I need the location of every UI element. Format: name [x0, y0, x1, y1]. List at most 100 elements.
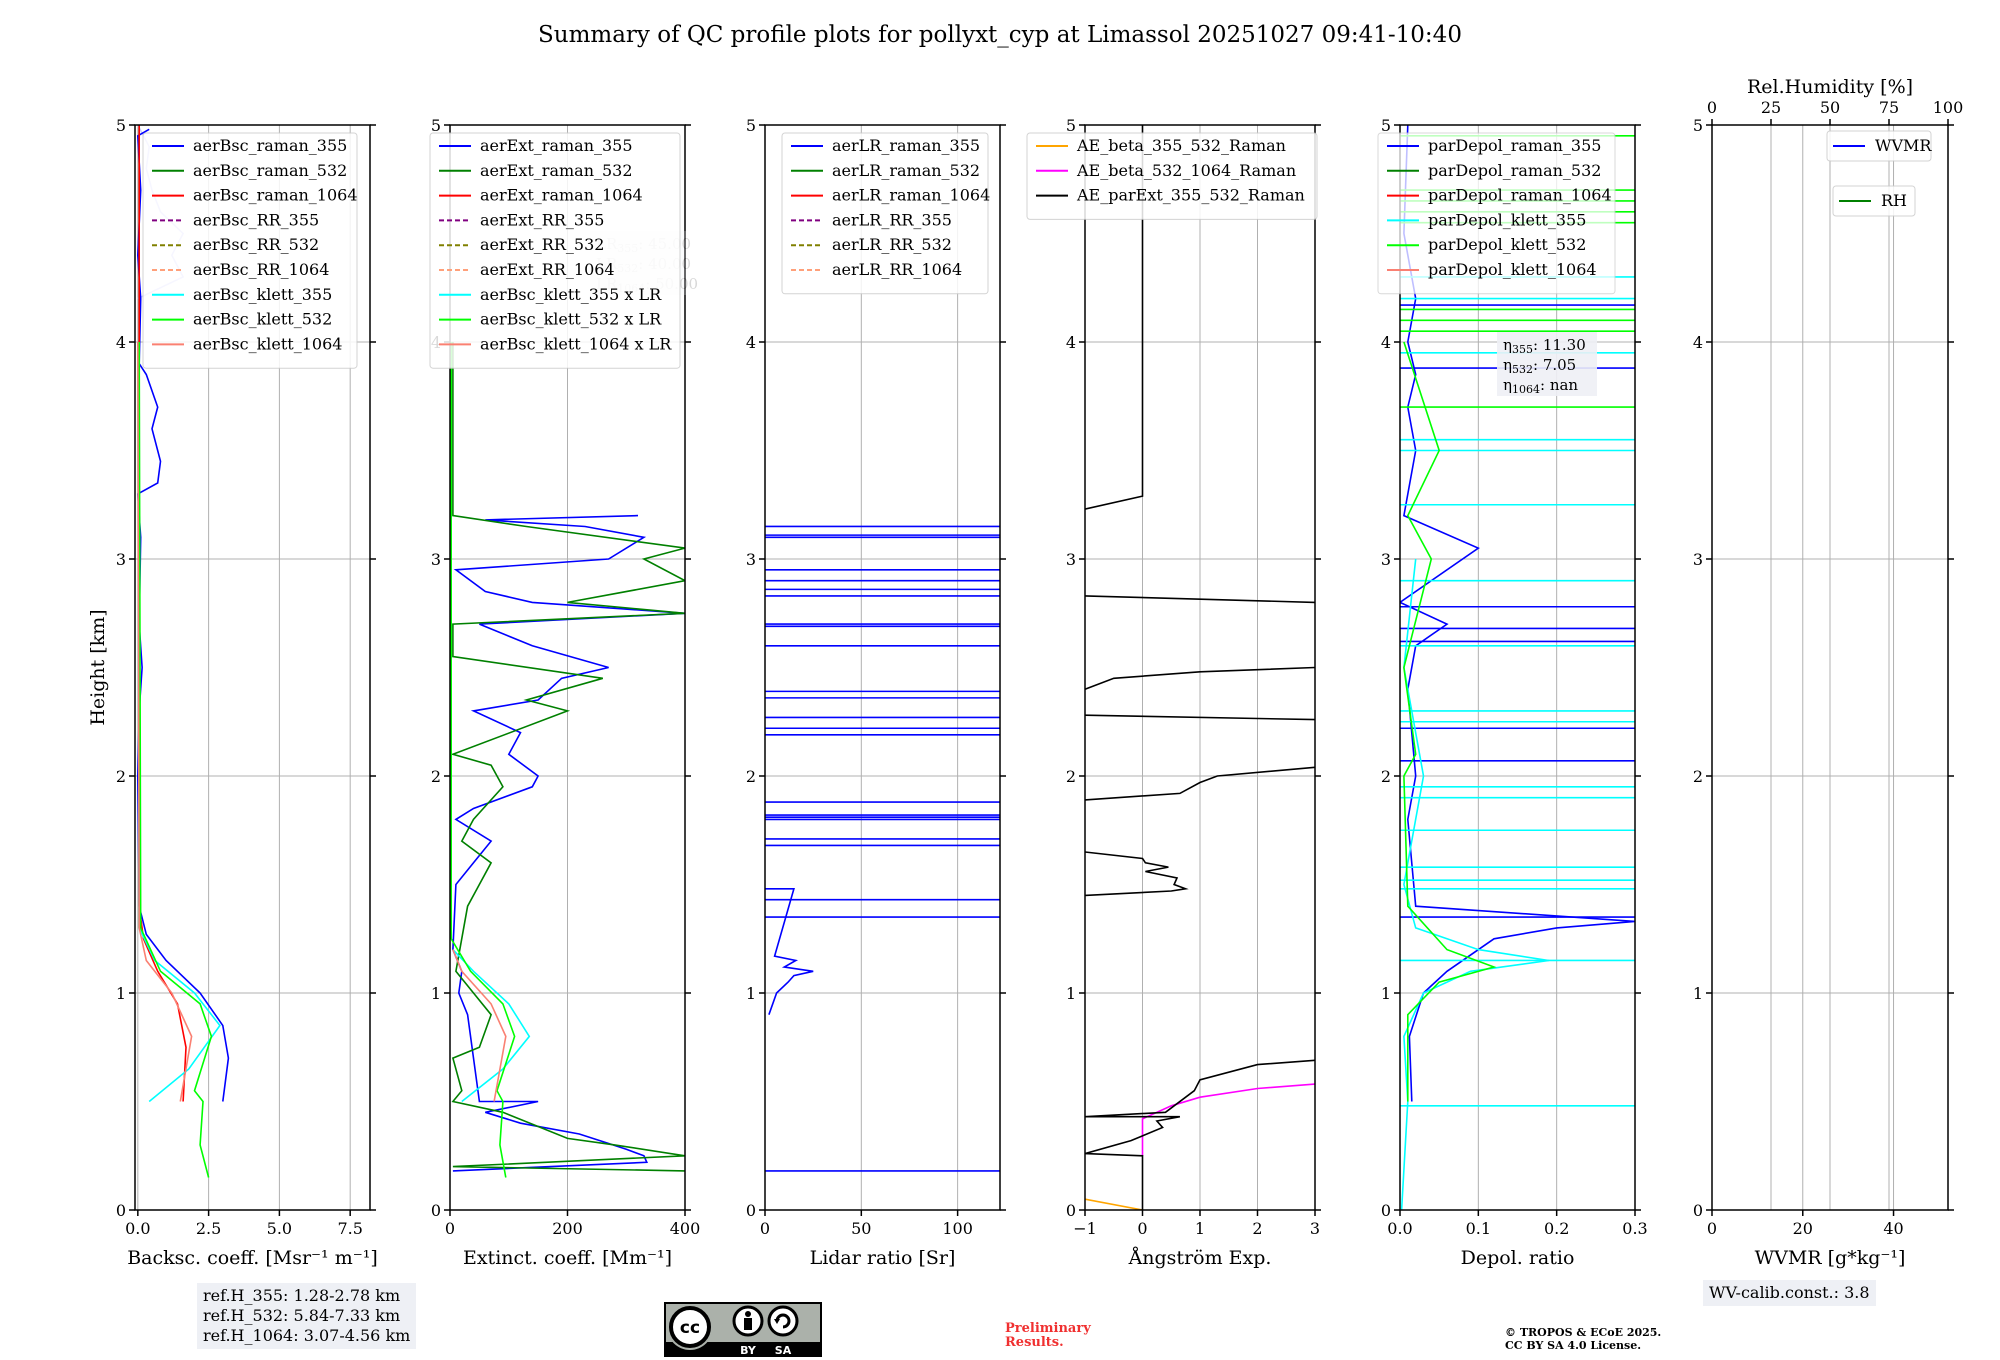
x-tick-label: 3 [1310, 1219, 1320, 1238]
preliminary-line-2: Results. [1005, 1335, 1064, 1350]
legend-label-pardepol-klett-1064: parDepol_klett_1064 [1428, 260, 1597, 279]
legend-label-aerbsc-klett-355-x-lr: aerBsc_klett_355 x LR [480, 285, 662, 304]
legend: AE_beta_355_532_Raman AE_beta_532_1064_Ra… [1026, 132, 1318, 220]
legend-label-ae-parext-355-532-raman: AE_parExt_355_532_Raman [1076, 186, 1305, 205]
wv-calib-box: WV-calib.const.: 3.8 [1703, 1280, 1876, 1306]
y-tick-label: 3 [1066, 550, 1076, 569]
x-tick-label: 100 [942, 1219, 973, 1238]
legend-label-pardepol-raman-532: parDepol_raman_532 [1428, 161, 1601, 180]
legend-label-aerbsc-raman-355: aerBsc_raman_355 [193, 136, 347, 155]
series-aerbsc-klett-355-x-lr [452, 949, 531, 1103]
annotation-line: η532: 7.05 [1503, 356, 1576, 376]
series-aerbsc-klett-355-x-lr-line [452, 949, 531, 1103]
y-tick-label: 0 [1066, 1201, 1076, 1220]
series-aerext-raman-355-line [452, 514, 685, 1172]
x-tick-label: 2.5 [196, 1219, 221, 1238]
y-tick-label: 1 [1693, 984, 1703, 1003]
y-tick-label: 5 [116, 116, 126, 135]
x-axis-label: Backsc. coeff. [Msr⁻¹ m⁻¹] [127, 1247, 378, 1269]
x-tick-label: 0.0 [1387, 1219, 1412, 1238]
cc-license-badge: cc BY SA [664, 1302, 822, 1357]
legend-label-aerbsc-klett-532: aerBsc_klett_532 [193, 310, 332, 329]
top-x-tick-label: 25 [1761, 98, 1781, 117]
y-tick-label: 0 [116, 1201, 126, 1220]
y-tick-label: 4 [1066, 333, 1076, 352]
x-tick-label: 50 [851, 1219, 871, 1238]
legend-label-aerext-rr-1064: aerExt_RR_1064 [480, 260, 615, 279]
panel-backscatter: 0.0 2.5 5.0 7.5 0 1 2 3 4 5 Backsc. coeff. [Msr⁻¹ … [116, 116, 378, 1269]
y-tick-label: 1 [431, 984, 441, 1003]
preliminary-note: Preliminary Results. [1005, 1322, 1091, 1350]
legend-label-aerbsc-rr-355: aerBsc_RR_355 [193, 210, 319, 229]
cc-icon [669, 1306, 711, 1348]
x-tick-label: 40 [1883, 1219, 1903, 1238]
y-tick-label: 1 [746, 984, 756, 1003]
legend-label-aerext-raman-355: aerExt_raman_355 [480, 136, 633, 155]
x-tick-label: 5.0 [267, 1219, 292, 1238]
y-axis-label: Height [km] [87, 609, 109, 725]
legend-box [142, 132, 358, 369]
y-tick-label: 4 [746, 333, 756, 352]
panel-lidar_ratio: 0 50 100 0 1 2 3 4 5 Lidar ratio [Sr] aerLR_raman_… [746, 116, 1006, 1269]
y-tick-label: 5 [1066, 116, 1076, 135]
x-tick-label: 0 [760, 1219, 770, 1238]
copyright-line-2: CC BY SA 4.0 License. [1505, 1339, 1642, 1352]
series-aerext-raman-532-line [450, 342, 685, 1172]
ref-height-532: ref.H_532: 5.84-7.33 km [203, 1306, 401, 1325]
series-aerbsc-klett-532-x-lr [450, 342, 516, 1178]
legend-label-pardepol-klett-355: parDepol_klett_355 [1428, 210, 1586, 229]
figure-title: Summary of QC profile plots for pollyxt_… [538, 22, 1462, 48]
legend-label-aerbsc-klett-355: aerBsc_klett_355 [193, 285, 332, 304]
legend-label-ae-beta-532-1064-raman: AE_beta_532_1064_Raman [1076, 161, 1296, 180]
y-tick-label: 5 [1381, 116, 1391, 135]
legend-label-aerbsc-klett-532-x-lr: aerBsc_klett_532 x LR [480, 310, 662, 329]
series-ae-parext-355-532-raman-segment [1085, 766, 1315, 801]
legend-label-ae-beta-355-532-raman: AE_beta_355_532_Raman [1076, 136, 1286, 155]
top-x-tick-label: 50 [1820, 98, 1840, 117]
panel-depol: 0.0 0.1 0.2 0.3 0 1 2 3 4 5 Depol. ratio η355: 11.3… [1377, 116, 1648, 1269]
y-tick-label: 2 [116, 767, 126, 786]
series-aerext-raman-355 [452, 514, 685, 1172]
series-aerext-raman-532 [450, 342, 685, 1172]
y-tick-label: 5 [746, 116, 756, 135]
series-aerbsc-klett-355 [137, 341, 221, 1103]
series-aerbsc-klett-532-line [138, 341, 213, 1178]
y-tick-label: 1 [116, 984, 126, 1003]
x-tick-label: 0.1 [1466, 1219, 1491, 1238]
legend-label-aerbsc-rr-1064: aerBsc_RR_1064 [193, 260, 329, 279]
y-tick-label: 5 [1693, 116, 1703, 135]
axes-frame [134, 124, 371, 1211]
top-x-tick-label: 0 [1707, 98, 1717, 117]
legend-label-aerlr-raman-532: aerLR_raman_532 [832, 161, 980, 180]
y-tick-label: 4 [1693, 333, 1703, 352]
legend-label-pardepol-raman-355: parDepol_raman_355 [1428, 136, 1601, 155]
ref-height-1064: ref.H_1064: 3.07-4.56 km [203, 1326, 411, 1345]
legend-label-aerext-raman-532: aerExt_raman_532 [480, 161, 633, 180]
series-ae-parext-355-532-raman-segment [1085, 714, 1315, 721]
series-ae-beta-355-532-raman-line [1085, 1198, 1143, 1210]
y-tick-label: 3 [116, 550, 126, 569]
legend-label-aerbsc-rr-532: aerBsc_RR_532 [193, 235, 319, 254]
legend-label-aerlr-rr-1064: aerLR_RR_1064 [832, 260, 962, 279]
y-tick-label: 2 [1693, 767, 1703, 786]
y-tick-label: 2 [431, 767, 441, 786]
x-tick-label: 7.5 [337, 1219, 362, 1238]
x-tick-label: 20 [1793, 1219, 1813, 1238]
plot-area [1085, 125, 1315, 1210]
legend-label-aerbsc-klett-1064-x-lr: aerBsc_klett_1064 x LR [480, 334, 672, 353]
ref-height-355: ref.H_355: 1.28-2.78 km [203, 1286, 401, 1305]
preliminary-line-1: Preliminary [1005, 1321, 1091, 1336]
y-tick-label: 4 [116, 333, 126, 352]
sa-label: SA [775, 1344, 792, 1357]
y-tick-label: 3 [746, 550, 756, 569]
x-tick-label: 0.3 [1622, 1219, 1647, 1238]
y-tick-label: 3 [1381, 550, 1391, 569]
cc-text: cc [680, 1318, 700, 1338]
legend-label-aerbsc-klett-1064: aerBsc_klett_1064 [193, 334, 342, 353]
panel-extinction: 0200400012345Extinct. coeff. [Mm⁻¹]LR355… [429, 116, 700, 1269]
x-tick-label: −1 [1073, 1219, 1097, 1238]
legend: aerExt_raman_355 aerExt_raman_532 aerExt_r… [429, 132, 681, 369]
